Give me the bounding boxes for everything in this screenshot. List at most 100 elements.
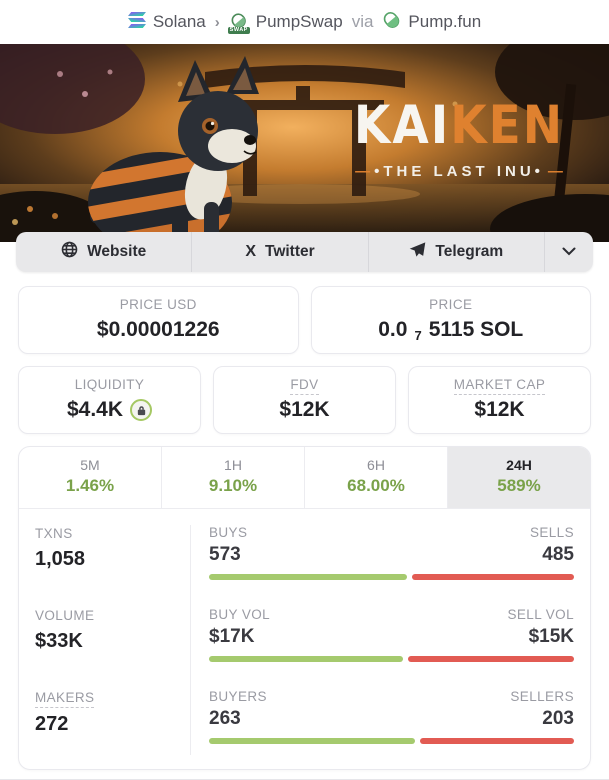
buyers-label: BUYERS (209, 689, 267, 704)
liquidity-label: LIQUIDITY (74, 377, 145, 392)
makers-label: MAKERS (35, 690, 95, 708)
market-cap-value: $12K (474, 398, 525, 421)
change-6h: 68.00% (347, 476, 405, 495)
token-tagline: — •THE LAST INU• — (325, 163, 593, 180)
tab-24h[interactable]: 24H 589% (448, 447, 590, 508)
tab-5m[interactable]: 5M 1.46% (19, 447, 162, 508)
chain-selector[interactable]: Solana (127, 11, 206, 33)
sellers-value: 203 (542, 708, 574, 729)
solana-icon (127, 11, 146, 33)
token-banner: KAIKEN — •THE LAST INU• — (0, 44, 609, 242)
twitter-label: Twitter (265, 243, 315, 260)
txns-block: TXNS 1,058 (35, 525, 178, 591)
globe-icon (61, 241, 78, 263)
buy-vol-value: $17K (209, 626, 255, 647)
launchpad-label: Pump.fun (408, 12, 482, 31)
logo-text-orange: KEN (450, 94, 565, 157)
liquidity-lock-icon[interactable] (130, 399, 153, 421)
sell-vol-value: $15K (528, 626, 574, 647)
buy-vol-bar (209, 656, 403, 662)
price-usd-card: PRICE USD $0.00001226 (18, 286, 299, 354)
makers-value: 272 (35, 713, 69, 735)
market-cap-label: MARKET CAP (453, 377, 546, 395)
txns-label: TXNS (35, 526, 73, 541)
tagline-dash-left: — (355, 163, 371, 180)
sell-vol-bar (407, 656, 574, 662)
buys-label: BUYS (209, 525, 248, 540)
stats-panel: 5M 1.46% 1H 9.10% 6H 68.00% 24H 589% TXN… (18, 446, 591, 770)
tagline-text: •THE LAST INU• (374, 163, 544, 180)
telegram-button[interactable]: Telegram (369, 232, 545, 272)
sell-bar (411, 574, 574, 580)
price-usd-label: PRICE USD (119, 297, 197, 312)
more-links-button[interactable] (545, 232, 593, 272)
buyers-bar (209, 738, 415, 744)
tab-1h[interactable]: 1H 9.10% (162, 447, 305, 508)
txns-value: 1,058 (35, 548, 86, 570)
price-sol-value: 0.0 7 5115 SOL (378, 318, 524, 343)
makers-block: MAKERS 272 (35, 689, 178, 755)
pumpswap-icon: SWAP (227, 13, 250, 34)
via-label: via (351, 12, 374, 31)
dex-label: PumpSwap (255, 12, 343, 31)
price-row: PRICE USD $0.00001226 PRICE 0.0 7 5115 SOL (18, 286, 591, 354)
sellers-label: SELLERS (510, 689, 574, 704)
stats-key-column: TXNS 1,058 VOLUME $33K MAKERS 272 (35, 525, 191, 755)
buyvol-sellvol-block: BUY VOL SELL VOL $17K $15K (209, 607, 574, 673)
tagline-dash-right: — (547, 163, 563, 180)
price-sol-subscript: 7 (414, 327, 422, 343)
fdv-value: $12K (279, 398, 330, 421)
buyers-sellers-bar (209, 738, 574, 744)
market-cap-card: MARKET CAP $12K (408, 366, 591, 434)
tab-6h[interactable]: 6H 68.00% (305, 447, 448, 508)
volume-block: VOLUME $33K (35, 607, 178, 673)
fdv-label: FDV (290, 377, 319, 395)
breadcrumb-separator-icon: › (214, 13, 220, 31)
sells-label: SELLS (529, 525, 574, 540)
twitter-button[interactable]: X Twitter (192, 232, 369, 272)
token-logo: KAIKEN — •THE LAST INU• — (325, 99, 593, 180)
price-usd-value: $0.00001226 (96, 318, 220, 341)
mascot-dog (88, 56, 259, 242)
social-links-bar: Website X Twitter Telegram (16, 232, 593, 272)
liquidity-value: $4.4K (66, 398, 124, 421)
telegram-icon (409, 241, 426, 263)
metrics-row: LIQUIDITY $4.4K FDV $12K MARKET CAP $12K (18, 366, 591, 434)
buyers-sellers-block: BUYERS SELLERS 263 203 (209, 689, 574, 755)
telegram-label: Telegram (435, 243, 504, 260)
stats-body: TXNS 1,058 VOLUME $33K MAKERS 272 BUYS S… (19, 509, 590, 769)
website-button[interactable]: Website (16, 232, 193, 272)
breadcrumb: Solana › SWAP PumpSwap via Pump.fun (0, 0, 609, 44)
logo-text-white: KAI (353, 94, 451, 157)
sell-vol-label: SELL VOL (507, 607, 574, 622)
buys-sells-bar (209, 574, 574, 580)
volume-value: $33K (35, 630, 83, 652)
buys-value: 573 (209, 544, 241, 565)
sells-value: 485 (542, 544, 574, 565)
volume-label: VOLUME (35, 608, 95, 623)
x-twitter-icon: X (245, 243, 256, 260)
buy-bar (209, 574, 407, 580)
chevron-down-icon (562, 243, 576, 261)
chain-label: Solana (152, 12, 206, 31)
launchpad-link-pumpfun[interactable]: Pump.fun (382, 11, 481, 34)
fdv-card: FDV $12K (213, 366, 396, 434)
buy-vol-label: BUY VOL (209, 607, 271, 622)
price-sol-card: PRICE 0.0 7 5115 SOL (310, 286, 591, 354)
swap-badge: SWAP (227, 26, 250, 34)
change-5m: 1.46% (65, 476, 115, 495)
banner-art (0, 44, 609, 242)
pumpfun-pill-icon (382, 11, 401, 34)
timeframe-tabs: 5M 1.46% 1H 9.10% 6H 68.00% 24H 589% (19, 447, 590, 509)
change-1h: 9.10% (208, 476, 258, 495)
buys-sells-block: BUYS SELLS 573 485 (209, 525, 574, 591)
website-label: Website (87, 243, 147, 260)
liquidity-card: LIQUIDITY $4.4K (18, 366, 201, 434)
stats-bar-column: BUYS SELLS 573 485 BUY VOL SELL VOL (191, 525, 574, 755)
price-sol-label: PRICE (429, 297, 473, 312)
sellers-bar (419, 738, 574, 744)
buyers-value: 263 (209, 708, 241, 729)
change-24h: 589% (497, 476, 541, 495)
buyvol-sellvol-bar (209, 656, 574, 662)
dex-link-pumpswap[interactable]: SWAP PumpSwap (227, 12, 343, 34)
